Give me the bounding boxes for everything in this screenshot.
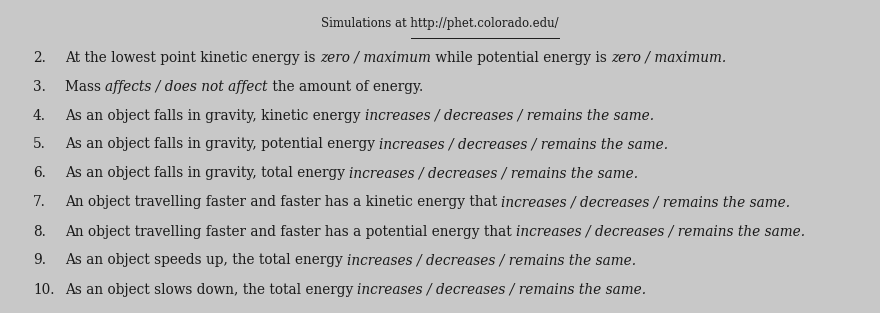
- Text: increases / decreases / remains the same.: increases / decreases / remains the same…: [357, 283, 647, 297]
- Text: zero / maximum: zero / maximum: [319, 51, 430, 65]
- Text: Simulations at http://phet.colorado.edu/: Simulations at http://phet.colorado.edu/: [321, 17, 559, 30]
- Text: 5.: 5.: [33, 137, 46, 151]
- Text: 4.: 4.: [33, 109, 46, 123]
- Text: the amount of energy.: the amount of energy.: [268, 80, 423, 95]
- Text: 7.: 7.: [33, 195, 46, 209]
- Text: As an object falls in gravity, kinetic energy: As an object falls in gravity, kinetic e…: [65, 109, 364, 123]
- Text: As an object slows down, the total energy: As an object slows down, the total energ…: [65, 283, 357, 297]
- Text: As an object falls in gravity, potential energy: As an object falls in gravity, potential…: [65, 137, 379, 151]
- Text: 9.: 9.: [33, 253, 46, 267]
- Text: At the lowest point kinetic energy is: At the lowest point kinetic energy is: [65, 51, 319, 65]
- Text: increases / decreases / remains the same.: increases / decreases / remains the same…: [516, 225, 805, 239]
- Text: increases / decreases / remains the same.: increases / decreases / remains the same…: [349, 166, 638, 180]
- Text: 2.: 2.: [33, 51, 46, 65]
- Text: An object travelling faster and faster has a potential energy that: An object travelling faster and faster h…: [65, 225, 516, 239]
- Text: 3.: 3.: [33, 80, 46, 95]
- Text: 10.: 10.: [33, 283, 55, 297]
- Text: Mass: Mass: [65, 80, 106, 95]
- Text: zero / maximum.: zero / maximum.: [611, 51, 726, 65]
- Text: 6.: 6.: [33, 166, 46, 180]
- Text: As an object falls in gravity, total energy: As an object falls in gravity, total ene…: [65, 166, 349, 180]
- Text: increases / decreases / remains the same.: increases / decreases / remains the same…: [502, 195, 790, 209]
- Text: increases / decreases / remains the same.: increases / decreases / remains the same…: [364, 109, 654, 123]
- Text: increases / decreases / remains the same.: increases / decreases / remains the same…: [379, 137, 668, 151]
- Text: increases / decreases / remains the same.: increases / decreases / remains the same…: [347, 253, 636, 267]
- Text: while potential energy is: while potential energy is: [430, 51, 611, 65]
- Text: 8.: 8.: [33, 225, 46, 239]
- Text: affects / does not affect: affects / does not affect: [106, 80, 268, 95]
- Text: An object travelling faster and faster has a kinetic energy that: An object travelling faster and faster h…: [65, 195, 502, 209]
- Text: As an object speeds up, the total energy: As an object speeds up, the total energy: [65, 253, 347, 267]
